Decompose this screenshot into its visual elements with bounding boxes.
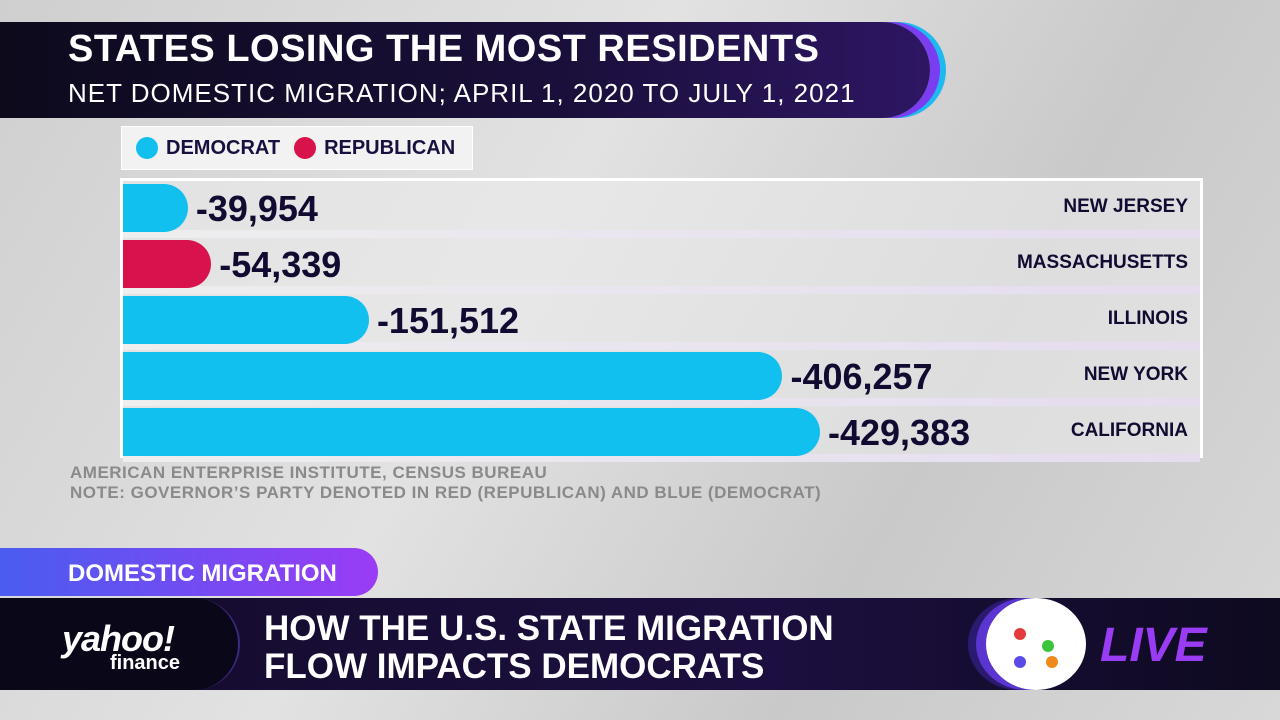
legend: DEMOCRAT REPUBLICAN xyxy=(121,126,473,170)
headline-line-2: FLOW IMPACTS DEMOCRATS xyxy=(264,647,765,686)
logo-yahoo: yahoo! xyxy=(62,618,175,659)
chart-subtitle: NET DOMESTIC MIGRATION; APRIL 1, 2020 TO… xyxy=(68,78,856,108)
value-label: -39,954 xyxy=(195,188,318,229)
bar-row: -39,954 NEW JERSEY xyxy=(123,184,1200,238)
legend-dot-republican xyxy=(294,137,317,159)
category-label: ILLINOIS xyxy=(1107,308,1188,329)
legend-label-democrat: DEMOCRAT xyxy=(166,136,281,159)
bar-row: -151,512 ILLINOIS xyxy=(123,296,1200,350)
live-dots-icon xyxy=(986,598,1086,690)
bar-row: -429,383 CALIFORNIA xyxy=(123,408,1200,462)
value-label: -151,512 xyxy=(376,300,520,341)
row-track xyxy=(123,342,1200,350)
chart-title: STATES LOSING THE MOST RESIDENTS xyxy=(68,28,820,70)
value-label: -429,383 xyxy=(828,412,971,453)
live-badge: LIVE xyxy=(1100,619,1207,672)
row-track xyxy=(123,398,1200,406)
headline-line-1: HOW THE U.S. STATE MIGRATION xyxy=(264,609,834,648)
bar-row: -406,257 NEW YORK xyxy=(123,352,1200,406)
bar-row: -54,339 MASSACHUSETTS xyxy=(123,240,1200,294)
category-label: NEW JERSEY xyxy=(1063,196,1188,217)
title-banner xyxy=(0,22,930,118)
note-text: NOTE: GOVERNOR’S PARTY DENOTED IN RED (R… xyxy=(70,483,822,502)
row-track xyxy=(123,230,1200,238)
source-note: AMERICAN ENTERPRISE INSTITUTE, CENSUS BU… xyxy=(70,463,821,503)
value-label: -54,339 xyxy=(219,244,342,285)
row-track xyxy=(123,454,1200,462)
bar-chart: -39,954 NEW JERSEY -54,339 MASSACHUSETTS -15… xyxy=(120,178,1203,462)
category-label: CALIFORNIA xyxy=(1070,420,1188,441)
yahoo-finance-logo: yahoo! finance xyxy=(0,598,240,690)
row-track xyxy=(123,286,1200,294)
lower-third: yahoo! finance HOW THE U.S. STATE MIGRAT… xyxy=(0,598,1280,690)
bar xyxy=(123,296,369,344)
logo-finance: finance xyxy=(110,652,181,674)
bar xyxy=(123,184,188,232)
source-text: AMERICAN ENTERPRISE INSTITUTE, CENSUS BU… xyxy=(70,463,548,482)
category-label: NEW YORK xyxy=(1083,364,1188,385)
category-label: MASSACHUSETTS xyxy=(1016,252,1188,273)
bar xyxy=(123,408,820,456)
topic-tag: DOMESTIC MIGRATION xyxy=(0,548,378,596)
bar xyxy=(123,352,783,400)
headline: HOW THE U.S. STATE MIGRATION FLOW IMPACT… xyxy=(264,610,834,686)
legend-dot-democrat xyxy=(136,137,158,159)
legend-label-republican: REPUBLICAN xyxy=(324,136,456,159)
bar xyxy=(123,240,212,288)
value-label: -406,257 xyxy=(790,356,933,397)
